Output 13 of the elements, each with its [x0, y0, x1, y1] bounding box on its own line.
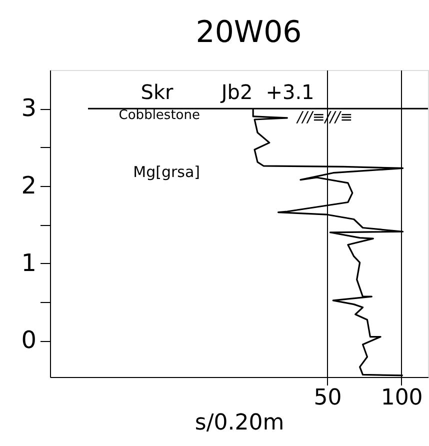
- annotation: Jb2: [219, 80, 253, 104]
- annotation: Mg[grsa]: [133, 163, 200, 181]
- y-tick-label: 3: [21, 94, 36, 122]
- y-tick-label: 1: [21, 248, 36, 277]
- x-tick-label: 100: [380, 386, 423, 410]
- annotation: +3.1: [266, 80, 314, 104]
- y-tick-label: 0: [21, 326, 36, 354]
- annotation: Skr: [140, 80, 174, 104]
- chart-title: 20W06: [196, 15, 302, 50]
- annotation: Cobblestone: [118, 108, 200, 123]
- x-tick-label: 50: [314, 386, 342, 410]
- x-axis-title: s/0.20m: [194, 410, 284, 436]
- y-tick-label: 2: [21, 171, 36, 200]
